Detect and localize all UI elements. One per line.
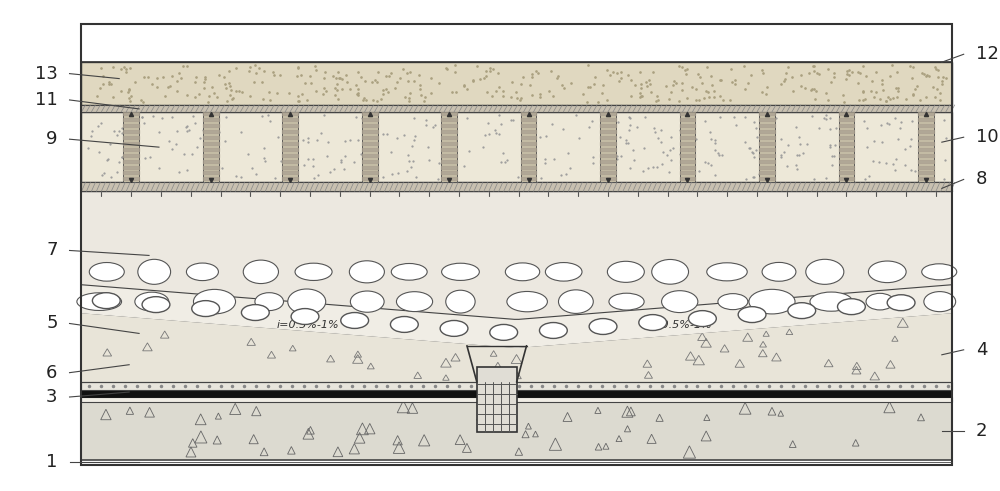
Ellipse shape [868, 261, 906, 283]
Ellipse shape [688, 311, 716, 327]
Ellipse shape [446, 290, 475, 313]
Ellipse shape [349, 261, 384, 283]
Ellipse shape [866, 293, 894, 310]
Ellipse shape [490, 325, 518, 340]
Bar [362, 112, 378, 183]
Text: 2: 2 [976, 422, 987, 440]
Polygon shape [81, 285, 952, 347]
Ellipse shape [806, 259, 844, 284]
Ellipse shape [390, 317, 418, 332]
Ellipse shape [749, 289, 795, 314]
Bar [680, 112, 695, 183]
Text: 12: 12 [976, 45, 998, 63]
Ellipse shape [186, 263, 218, 280]
Text: i=0.5%-1%: i=0.5%-1% [277, 321, 339, 330]
Text: 6: 6 [46, 364, 58, 382]
Bar [521, 112, 536, 183]
Text: 10: 10 [976, 128, 998, 146]
Ellipse shape [887, 295, 915, 311]
Polygon shape [81, 191, 952, 319]
Ellipse shape [558, 290, 593, 313]
Bar [203, 112, 219, 183]
Ellipse shape [255, 293, 284, 311]
Bar [81, 25, 952, 464]
Ellipse shape [396, 292, 433, 312]
Ellipse shape [442, 263, 479, 280]
Bar [81, 112, 952, 183]
Text: 7: 7 [46, 242, 58, 259]
Ellipse shape [738, 307, 766, 323]
Ellipse shape [192, 300, 220, 317]
Ellipse shape [609, 293, 644, 310]
Text: 9: 9 [46, 130, 58, 148]
Bar [81, 382, 952, 390]
Ellipse shape [838, 299, 865, 315]
Ellipse shape [193, 289, 236, 314]
Text: 11: 11 [35, 91, 58, 109]
Ellipse shape [92, 293, 120, 308]
Ellipse shape [639, 315, 667, 330]
Ellipse shape [707, 263, 747, 281]
Ellipse shape [607, 261, 644, 282]
Ellipse shape [662, 291, 698, 313]
Ellipse shape [341, 313, 369, 328]
Ellipse shape [545, 263, 582, 281]
Ellipse shape [762, 262, 796, 281]
Ellipse shape [350, 291, 384, 312]
Bar [81, 390, 952, 397]
Ellipse shape [391, 264, 427, 280]
Ellipse shape [589, 319, 617, 334]
Ellipse shape [924, 292, 956, 312]
Ellipse shape [718, 294, 748, 310]
Bar [600, 112, 616, 183]
Ellipse shape [505, 263, 540, 281]
Bar [759, 112, 775, 183]
Bar [123, 112, 139, 183]
Text: 4: 4 [976, 341, 987, 359]
Bar [477, 367, 517, 432]
Ellipse shape [922, 264, 957, 280]
Ellipse shape [135, 292, 169, 311]
Bar [81, 62, 952, 105]
Ellipse shape [243, 260, 278, 284]
Ellipse shape [788, 302, 816, 319]
Text: 13: 13 [35, 65, 58, 82]
Ellipse shape [440, 321, 468, 336]
Bar [81, 105, 952, 112]
Ellipse shape [295, 263, 332, 280]
Text: 5: 5 [46, 315, 58, 332]
Ellipse shape [288, 289, 326, 314]
Bar [839, 112, 854, 183]
Ellipse shape [77, 293, 122, 310]
Ellipse shape [652, 259, 689, 284]
Polygon shape [81, 313, 952, 382]
Ellipse shape [507, 292, 547, 312]
Bar [81, 397, 952, 402]
Ellipse shape [810, 292, 853, 311]
Text: 3: 3 [46, 388, 58, 406]
Ellipse shape [142, 297, 170, 313]
Text: 8: 8 [976, 170, 987, 189]
Ellipse shape [539, 323, 567, 338]
Bar [918, 112, 934, 183]
Text: i=0.5%-1%: i=0.5%-1% [649, 321, 712, 330]
Bar [81, 402, 952, 460]
Ellipse shape [291, 308, 319, 325]
Bar [81, 183, 952, 191]
Ellipse shape [89, 263, 124, 281]
Ellipse shape [138, 259, 171, 284]
Bar [282, 112, 298, 183]
Bar [441, 112, 457, 183]
Ellipse shape [241, 304, 269, 321]
Text: 1: 1 [46, 453, 58, 470]
